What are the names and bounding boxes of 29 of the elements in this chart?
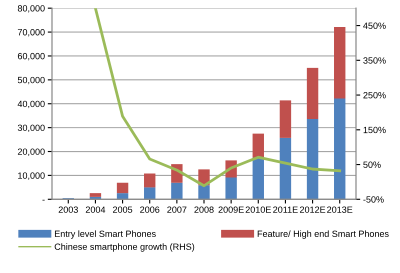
- x-tick-label: 2012E: [300, 206, 326, 213]
- x-tick-label: 2013E: [327, 206, 352, 213]
- y2-tick-label: 250%: [363, 92, 386, 98]
- y2-tick-label: 450%: [363, 22, 386, 29]
- x-tick-label: 2005: [112, 206, 132, 213]
- x-tick-label: 2004: [86, 206, 106, 213]
- y-tick-label: 10,000: [18, 172, 45, 180]
- legend-label: Entry level Smart Phones: [54, 230, 156, 239]
- y-tick-label: 20,000: [18, 148, 45, 156]
- x-tick-label: 2006: [140, 206, 160, 213]
- legend-label: Chinese smartphone growth (RHS): [54, 243, 194, 252]
- x-tick-label: 2010E: [246, 206, 271, 213]
- y-tick-label: 80,000: [18, 5, 45, 13]
- y-tick-label: 30,000: [18, 124, 45, 132]
- y-tick-label: 50,000: [18, 76, 45, 84]
- y2-tick-label: 350%: [363, 57, 386, 64]
- x-tick-label: 2009E: [218, 206, 244, 213]
- y-tick-label: 40,000: [18, 100, 45, 108]
- x-tick-label: 2008: [194, 206, 214, 213]
- x-tick-label: 2011E: [273, 206, 298, 213]
- y-tick-label: -: [42, 200, 45, 201]
- x-tick-label: 2007: [167, 206, 186, 213]
- y-tick-label: 60,000: [18, 52, 45, 60]
- y2-tick-label: -50%: [363, 196, 384, 203]
- y-tick-label: 70,000: [18, 29, 45, 37]
- y2-tick-label: 50%: [363, 162, 381, 168]
- legend-label: Feature/ High end Smart Phones: [258, 230, 389, 239]
- y2-tick-label: 150%: [364, 126, 386, 134]
- x-tick-label: 2003: [58, 206, 78, 213]
